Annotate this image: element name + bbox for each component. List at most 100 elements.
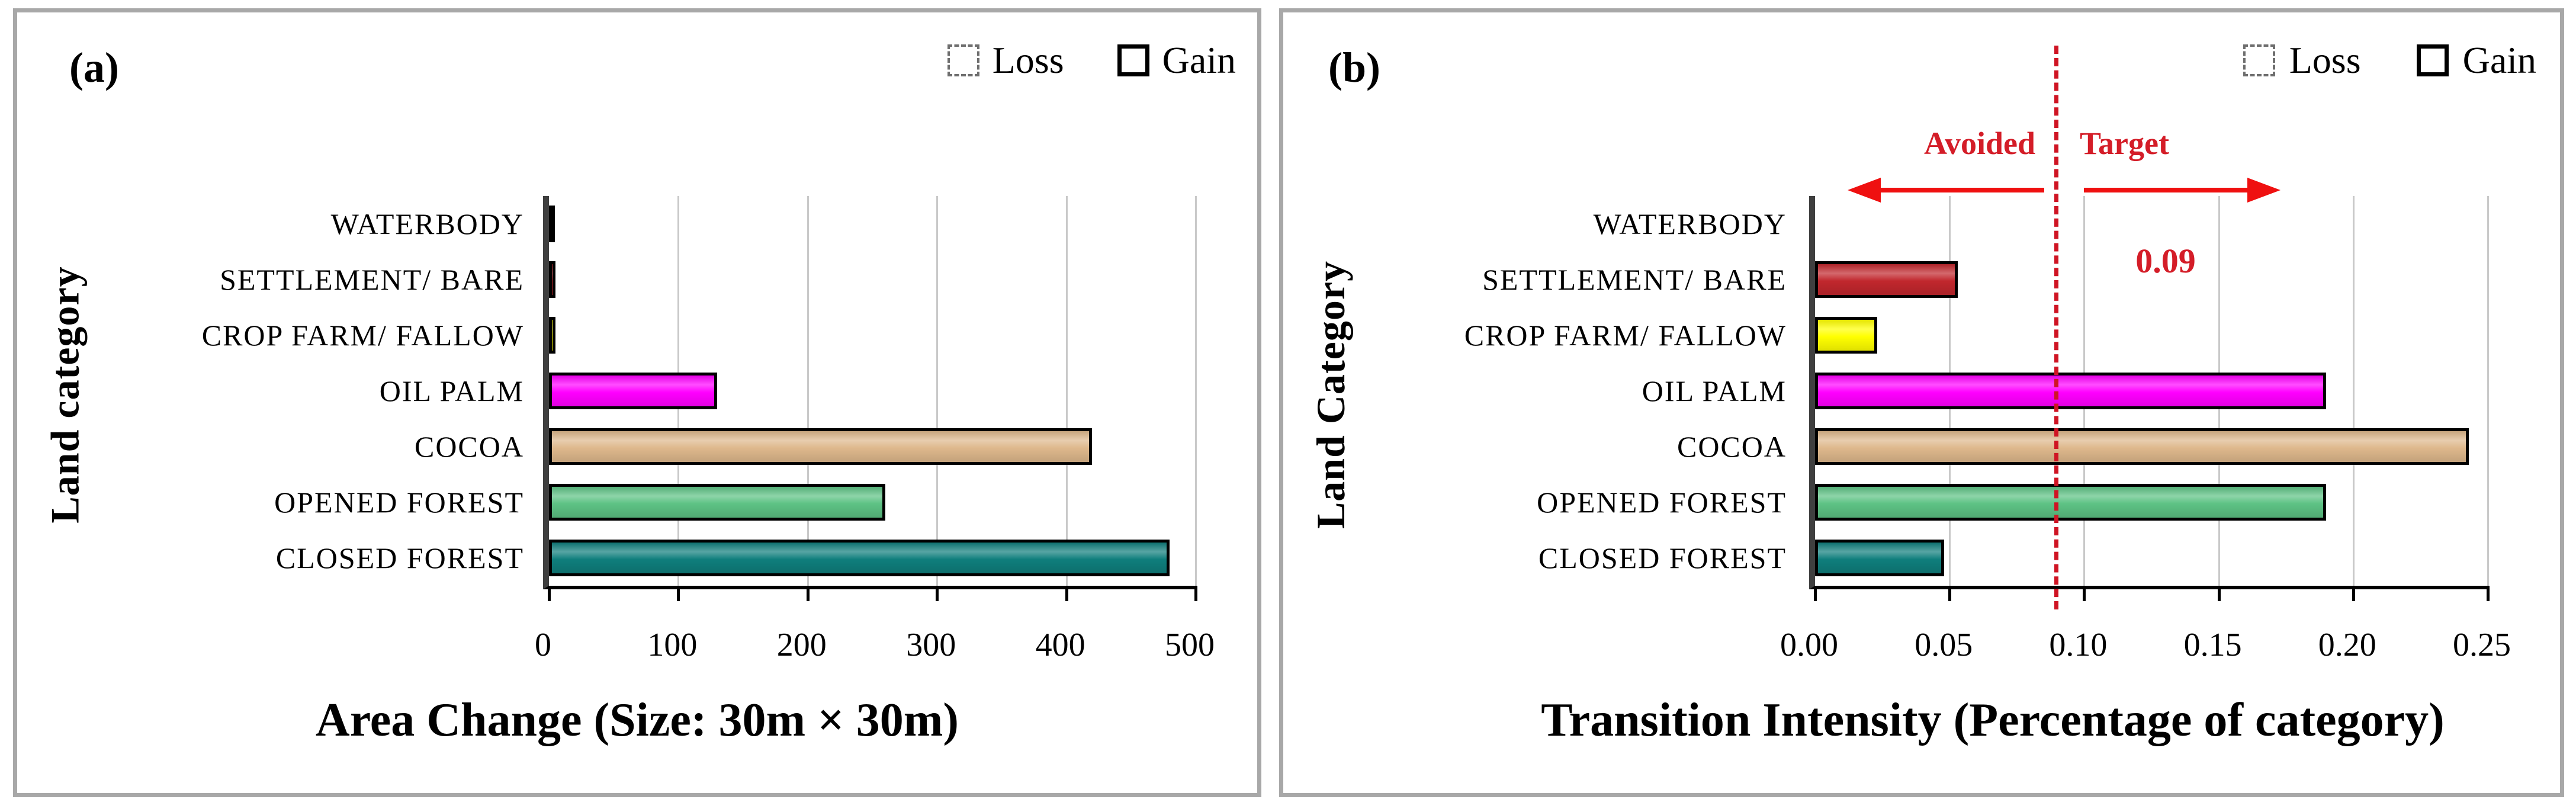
gridline <box>807 196 809 586</box>
x-axis-tick-label: 0 <box>535 627 551 663</box>
category-label: OPENED FOREST <box>274 486 524 519</box>
x-axis-tick-mark <box>1194 586 1197 601</box>
loss-legend-label: Loss <box>2289 39 2361 81</box>
category-labels-b: WATERBODY SETTLEMENT/ BARE CROP FARM/ FALL… <box>1283 196 1794 586</box>
avoided-left-arrow <box>1848 178 2044 203</box>
panel-b-tag: (b) <box>1328 44 1380 91</box>
left-arrowhead-icon <box>1848 178 1881 203</box>
plot-area-a <box>543 196 1197 601</box>
gridline <box>936 196 939 586</box>
bar-cocoa <box>1815 428 2469 465</box>
avoided-annotation: Avoided <box>1923 126 2035 161</box>
legend-b: Loss Gain <box>2243 38 2536 82</box>
target-reference-dashed-line <box>2054 46 2058 609</box>
target-annotation: Target <box>2080 126 2169 161</box>
x-axis-title-b: Transition Intensity (Percentage of cate… <box>1541 694 2445 746</box>
category-label: CROP FARM/ FALLOW <box>1464 319 1787 352</box>
gain-legend-label: Gain <box>2462 39 2536 81</box>
bar-row <box>549 530 1196 586</box>
panel-a-area-change: (a) Loss Gain Land category WATERBODY SET… <box>13 8 1261 797</box>
bar-row <box>1815 307 2488 363</box>
category-label: CROP FARM/ FALLOW <box>201 319 524 352</box>
x-axis-title-a: Area Change (Size: 30m × 30m) <box>315 694 959 746</box>
target-right-arrow <box>2084 178 2281 203</box>
bar-settlement-bare <box>1815 261 1958 298</box>
bar-oil-palm <box>1815 373 2327 409</box>
x-axis-tick-label: 500 <box>1165 627 1215 663</box>
x-axis-tick-label: 0.25 <box>2453 627 2511 663</box>
category-labels-a: WATERBODY SETTLEMENT/ BARE CROP FARM/ FALL… <box>17 196 531 586</box>
bar-row <box>549 474 1196 530</box>
category-label: WATERBODY <box>1593 207 1787 240</box>
gain-legend-label: Gain <box>1162 39 1236 81</box>
x-axis-tick-mark <box>806 586 810 601</box>
x-axis-tick-label: 0.10 <box>2049 627 2108 663</box>
loss-legend-label: Loss <box>992 39 1064 81</box>
category-label: COCOA <box>414 430 524 463</box>
legend-a: Loss Gain <box>947 38 1236 82</box>
bar-row <box>1815 419 2488 474</box>
gridline <box>1065 196 1068 586</box>
category-label: SETTLEMENT/ BARE <box>1482 263 1787 296</box>
bar-closed-forest <box>1815 540 1945 576</box>
x-axis-tick-label: 0.20 <box>2318 627 2376 663</box>
bar-row <box>549 252 1196 307</box>
x-axis-tick-mark <box>1814 586 1817 601</box>
bar-row <box>549 196 1196 252</box>
category-label: SETTLEMENT/ BARE <box>220 263 524 296</box>
category-label: OIL PALM <box>379 374 524 407</box>
panel-a-tag: (a) <box>69 44 119 91</box>
category-label: OPENED FOREST <box>1537 486 1787 519</box>
loss-legend-swatch <box>947 44 979 76</box>
x-axis-tick-label: 0.15 <box>2183 627 2242 663</box>
bar-cocoa <box>549 428 1093 465</box>
bar-crop-farm-fallow <box>1815 317 1877 354</box>
bar-row <box>549 307 1196 363</box>
plot-area-b <box>1809 196 2490 601</box>
x-tick-labels-a: 0 100 200 300 400 500 <box>535 626 1215 667</box>
x-axis-tick-mark <box>936 586 939 601</box>
x-axis-tick-mark <box>2352 586 2355 601</box>
right-arrowhead-icon <box>2247 178 2281 203</box>
category-label: WATERBODY <box>330 207 524 240</box>
category-label: CLOSED FOREST <box>1538 541 1787 575</box>
x-axis-tick-mark <box>548 586 551 601</box>
bar-opened-forest <box>1815 484 2327 521</box>
bar-row <box>1815 474 2488 530</box>
x-axis-tick-mark <box>2083 586 2086 601</box>
x-axis-tick-mark <box>2487 586 2490 601</box>
x-tick-labels-b: 0.00 0.05 0.10 0.15 0.20 0.25 <box>1780 626 2511 667</box>
x-axis-tick-mark <box>1065 586 1068 601</box>
gridline <box>1195 196 1197 586</box>
category-label: COCOA <box>1676 430 1787 463</box>
category-label: CLOSED FOREST <box>275 541 524 575</box>
reference-value-label: 0.09 <box>2135 242 2196 280</box>
bar-oil-palm <box>549 373 717 409</box>
x-axis-tick-label: 400 <box>1035 627 1085 663</box>
bar-row <box>1815 363 2488 419</box>
x-axis-tick-mark <box>677 586 680 601</box>
gain-legend-swatch <box>1117 44 1149 76</box>
x-axis-tick-label: 0.05 <box>1915 627 1973 663</box>
x-axis-tick-label: 0.00 <box>1780 627 1838 663</box>
bar-crop-farm-fallow <box>549 317 555 354</box>
bar-closed-forest <box>549 540 1170 576</box>
bar-row <box>1815 252 2488 307</box>
gridline <box>2352 196 2355 586</box>
bar-waterbody <box>549 206 555 242</box>
bar-row <box>549 419 1196 474</box>
x-axis-tick-label: 100 <box>647 627 698 663</box>
x-axis-tick-mark <box>2217 586 2221 601</box>
x-axis-tick-label: 300 <box>906 627 956 663</box>
x-axis-tick-label: 200 <box>776 627 827 663</box>
category-label: OIL PALM <box>1642 374 1787 407</box>
loss-legend-swatch <box>2243 44 2275 76</box>
bar-row <box>1815 530 2488 586</box>
bar-opened-forest <box>549 484 885 521</box>
bar-row <box>549 363 1196 419</box>
x-axis-tick-mark <box>1948 586 1952 601</box>
gain-legend-swatch <box>2416 44 2449 76</box>
bar-settlement-bare <box>549 261 555 298</box>
panel-b-transition-intensity: (b) Loss Gain Land Category WATERBODY SET… <box>1279 8 2564 797</box>
gridline <box>2487 196 2489 586</box>
